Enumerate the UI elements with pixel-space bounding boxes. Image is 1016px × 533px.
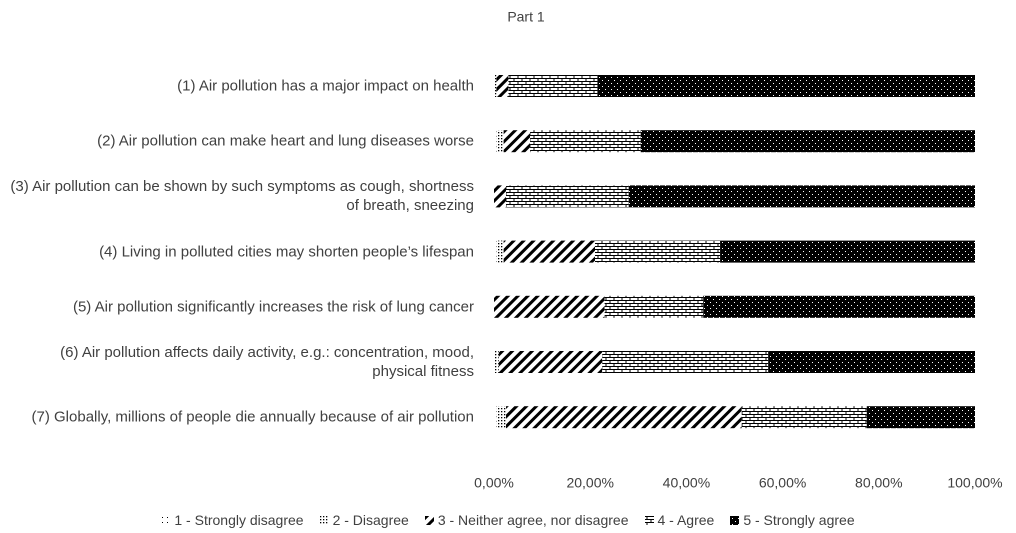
legend-swatch — [644, 515, 654, 525]
legend-swatch — [424, 515, 434, 525]
category-label: (6) Air pollution affects daily activity… — [60, 344, 474, 380]
bar-segment — [741, 406, 867, 429]
legend-swatch-fill — [644, 515, 654, 525]
legend-label: 5 - Strongly agree — [743, 512, 855, 528]
legend-item: 2 - Disagree — [319, 512, 409, 528]
bar-segment — [703, 295, 975, 318]
bar-segment — [768, 351, 975, 373]
x-tick-label: 40,00% — [663, 475, 710, 491]
bar-segment — [530, 130, 641, 153]
legend: 1 - Strongly disagree 2 - Disagree 3 - Nei… — [0, 512, 1016, 528]
bar-segment — [503, 240, 596, 263]
bar-segment — [503, 130, 531, 153]
x-tick-label: 20,00% — [566, 475, 613, 491]
bar-segment — [597, 75, 975, 97]
category-label: (3) Air pollution can be shown by such s… — [10, 178, 474, 215]
bar-segment — [494, 240, 497, 263]
legend-item: 5 - Strongly agree — [730, 512, 855, 528]
bar-segment — [496, 406, 507, 429]
legend-item: 1 - Strongly disagree — [161, 512, 304, 528]
bar-segment — [720, 240, 975, 263]
x-tick-label: 80,00% — [855, 475, 902, 491]
category-label: (4) Living in polluted cities may shorte… — [99, 243, 474, 261]
bar-segment — [496, 130, 504, 153]
legend-label: 4 - Agree — [657, 512, 715, 528]
x-tick-label: 0,00% — [474, 475, 514, 491]
bar-segment — [602, 351, 769, 373]
bar-segment — [595, 240, 721, 263]
legend-swatch-fill — [319, 515, 329, 525]
bar-segment — [496, 75, 509, 97]
legend-item: 3 - Neither agree, nor disagree — [424, 512, 629, 528]
bar-segment — [628, 185, 975, 208]
legend-swatch-fill — [730, 515, 740, 525]
legend-label: 1 - Strongly disagree — [174, 512, 304, 528]
legend-swatch — [730, 515, 740, 525]
category-label: (2) Air pollution can make heart and lun… — [97, 132, 474, 150]
legend-swatch-fill — [161, 515, 171, 525]
legend-swatch-fill — [424, 515, 434, 525]
bar-segment — [494, 406, 497, 429]
category-label: (5) Air pollution significantly increase… — [72, 298, 474, 316]
category-label: (1) Air pollution has a major impact on … — [177, 77, 474, 95]
bar-segment — [508, 75, 598, 97]
bar-segment — [640, 130, 975, 153]
legend-swatch — [319, 515, 329, 525]
bar-segment — [498, 351, 603, 373]
bar-segment — [494, 130, 497, 153]
bar-segment — [604, 295, 704, 318]
bar-segment — [506, 185, 629, 208]
bar-segment — [866, 406, 975, 429]
bar-segment — [494, 75, 497, 97]
chart-title: Part 1 — [507, 9, 545, 25]
legend-swatch — [161, 515, 171, 525]
legend-label: 2 - Disagree — [332, 512, 409, 528]
legend-label: 3 - Neither agree, nor disagree — [437, 512, 629, 528]
x-tick-label: 60,00% — [759, 475, 806, 491]
bar-segment — [494, 351, 499, 373]
bar-segment — [494, 295, 605, 318]
legend-item: 4 - Agree — [644, 512, 715, 528]
category-label: (7) Globally, millions of people die ann… — [31, 408, 474, 426]
bar-segment — [494, 185, 507, 208]
x-tick-label: 100,00% — [947, 475, 1002, 491]
bar-segment — [506, 406, 742, 429]
bar-segment — [496, 240, 504, 263]
